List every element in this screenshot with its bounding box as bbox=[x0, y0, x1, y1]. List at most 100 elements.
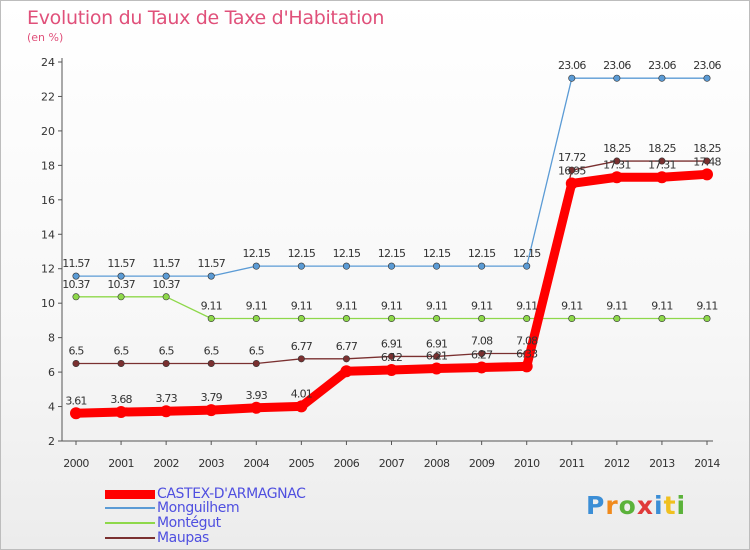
chart-title: Evolution du Taux de Taxe d'Habitation bbox=[27, 7, 385, 29]
data-point bbox=[658, 315, 666, 323]
x-tick-label: 2013 bbox=[649, 457, 675, 470]
data-label: 18.25 bbox=[693, 142, 721, 155]
data-label: 9.11 bbox=[246, 300, 267, 313]
proxiti-logo: Proxiti bbox=[586, 491, 686, 520]
data-point bbox=[117, 293, 125, 301]
data-label: 12.15 bbox=[288, 247, 316, 260]
data-label: 23.06 bbox=[603, 59, 631, 72]
legend-swatch bbox=[105, 537, 155, 539]
data-label: 6.33 bbox=[516, 347, 538, 360]
legend-item: CASTEX-D'ARMAGNAC bbox=[105, 486, 306, 502]
data-label: 18.25 bbox=[603, 142, 631, 155]
data-label: 12.15 bbox=[243, 247, 271, 260]
y-tick-label: 22 bbox=[41, 90, 55, 103]
data-point bbox=[117, 272, 125, 280]
data-label: 6.27 bbox=[471, 348, 493, 361]
data-point bbox=[613, 157, 621, 165]
data-point bbox=[117, 359, 125, 367]
y-tick-label: 8 bbox=[48, 332, 55, 345]
data-point bbox=[433, 315, 441, 323]
data-label: 4.01 bbox=[291, 387, 312, 400]
x-tick-label: 2011 bbox=[559, 457, 585, 470]
data-point bbox=[523, 262, 531, 270]
data-point bbox=[162, 293, 170, 301]
legend-label: CASTEX-D'ARMAGNAC bbox=[157, 486, 306, 502]
data-label: 17.72 bbox=[558, 151, 586, 164]
data-label: 9.11 bbox=[336, 300, 357, 313]
data-point bbox=[207, 315, 215, 323]
data-point bbox=[433, 262, 441, 270]
x-tick-label: 2002 bbox=[153, 457, 179, 470]
data-label: 11.57 bbox=[152, 257, 180, 270]
x-tick-label: 2005 bbox=[289, 457, 315, 470]
logo-letter: x bbox=[636, 491, 654, 520]
data-point bbox=[250, 401, 263, 414]
data-label: 9.11 bbox=[516, 300, 537, 313]
data-point bbox=[565, 177, 578, 190]
data-point bbox=[523, 315, 531, 323]
data-label: 6.12 bbox=[381, 351, 402, 364]
data-label: 9.11 bbox=[471, 300, 492, 313]
data-point bbox=[703, 315, 711, 323]
y-tick-label: 10 bbox=[41, 297, 55, 310]
data-point bbox=[72, 359, 80, 367]
data-label: 18.25 bbox=[648, 142, 676, 155]
data-label: 6.91 bbox=[381, 337, 402, 350]
data-label: 17.31 bbox=[648, 158, 676, 171]
data-label: 6.77 bbox=[336, 340, 358, 353]
data-point bbox=[295, 400, 308, 413]
data-point bbox=[160, 405, 173, 418]
data-point bbox=[613, 74, 621, 82]
data-point bbox=[387, 315, 395, 323]
data-point bbox=[205, 404, 218, 417]
data-label: 11.57 bbox=[62, 257, 90, 270]
y-tick-label: 6 bbox=[48, 366, 55, 379]
data-point bbox=[342, 262, 350, 270]
data-point bbox=[385, 364, 398, 377]
data-label: 12.15 bbox=[423, 247, 451, 260]
data-label: 6.5 bbox=[204, 344, 220, 357]
y-tick-label: 20 bbox=[41, 125, 55, 138]
data-point bbox=[207, 272, 215, 280]
data-label: 12.15 bbox=[468, 247, 496, 260]
y-tick-label: 4 bbox=[48, 401, 55, 414]
data-point bbox=[297, 355, 305, 363]
x-tick-label: 2012 bbox=[604, 457, 630, 470]
data-label: 10.37 bbox=[152, 278, 180, 291]
x-tick-label: 2009 bbox=[469, 457, 495, 470]
data-point bbox=[658, 74, 666, 82]
data-label: 3.61 bbox=[65, 394, 86, 407]
legend-label: Montégut bbox=[157, 515, 221, 531]
y-tick-label: 2 bbox=[48, 435, 55, 448]
data-point bbox=[340, 365, 353, 378]
data-label: 7.08 bbox=[516, 334, 538, 347]
x-tick-label: 2010 bbox=[514, 457, 540, 470]
data-point bbox=[70, 407, 82, 420]
data-label: 9.11 bbox=[561, 300, 582, 313]
data-point bbox=[162, 359, 170, 367]
data-label: 3.68 bbox=[110, 393, 132, 406]
data-label: 7.08 bbox=[471, 334, 493, 347]
data-point bbox=[207, 359, 215, 367]
data-point bbox=[72, 272, 80, 280]
data-point bbox=[387, 262, 395, 270]
data-label: 12.15 bbox=[333, 247, 361, 260]
data-label: 9.11 bbox=[606, 300, 627, 313]
data-point bbox=[297, 262, 305, 270]
y-tick-label: 12 bbox=[41, 263, 55, 276]
data-label: 6.5 bbox=[159, 344, 175, 357]
data-label: 3.93 bbox=[246, 389, 268, 402]
data-label: 17.48 bbox=[693, 155, 721, 168]
series-line-0 bbox=[71, 169, 712, 418]
data-point bbox=[342, 315, 350, 323]
data-point bbox=[478, 315, 486, 323]
data-point bbox=[703, 157, 711, 165]
data-label: 3.79 bbox=[201, 391, 223, 404]
data-label: 9.11 bbox=[426, 300, 447, 313]
data-point bbox=[252, 359, 260, 367]
data-point bbox=[701, 168, 713, 181]
logo-letter: i bbox=[654, 491, 664, 520]
data-label: 6.77 bbox=[291, 340, 313, 353]
data-label: 9.11 bbox=[201, 300, 222, 313]
